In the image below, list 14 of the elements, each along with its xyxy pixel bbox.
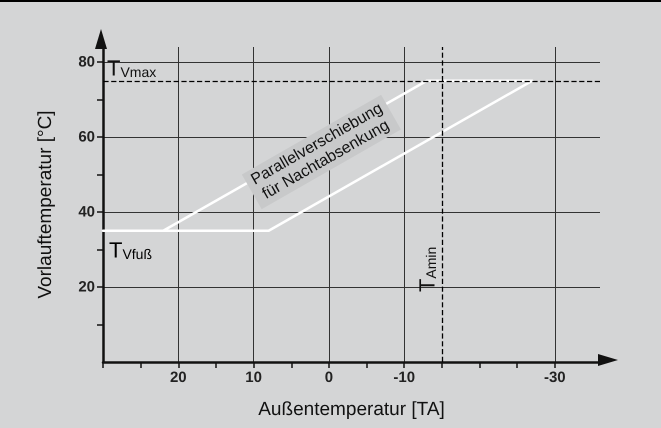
- x-tick-label: 10: [245, 369, 262, 386]
- x-tick-label: 20: [170, 369, 187, 386]
- ref-line-label: TVmax: [107, 55, 156, 80]
- x-tick-label: -10: [393, 369, 416, 386]
- y-tick-label: 80: [78, 54, 95, 70]
- y-tick-label: 20: [78, 278, 95, 296]
- annotation: TVfuß: [109, 237, 152, 262]
- x-tick-label: 0: [324, 369, 334, 386]
- y-tick-label: 40: [78, 204, 95, 220]
- y-axis-title: Vorlauftemperatur [°C]: [35, 110, 56, 299]
- x-axis-title: Außentemperatur [TA]: [258, 399, 445, 420]
- x-tick-label: -30: [544, 369, 566, 386]
- ref-line-label: TAmin: [414, 246, 440, 292]
- y-tick-label: 60: [78, 128, 95, 146]
